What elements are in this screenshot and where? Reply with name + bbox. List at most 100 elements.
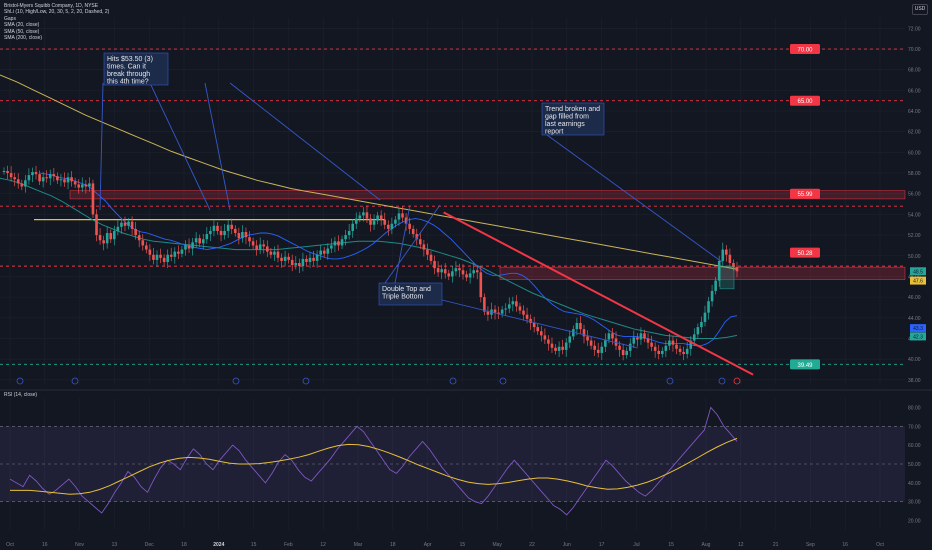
candle-body <box>518 306 522 311</box>
candle-body <box>290 259 294 266</box>
candle-body <box>664 345 668 351</box>
candle-body <box>287 256 290 260</box>
candle-body <box>607 333 611 340</box>
candle-body <box>233 228 237 234</box>
candle-body <box>27 175 31 181</box>
candle-body <box>298 263 301 267</box>
candle-body <box>280 257 283 261</box>
candles <box>2 165 739 361</box>
candle-body <box>497 312 500 314</box>
time-tick-label: Oct <box>876 542 884 548</box>
candle-body <box>255 245 258 250</box>
currency-button[interactable]: USD <box>912 4 928 15</box>
rsi-tick-label: 20.00 <box>908 519 921 525</box>
candle-body <box>95 214 98 236</box>
candle-body <box>621 349 625 356</box>
candle-body <box>515 301 518 307</box>
candle-body <box>725 249 728 255</box>
candle-body <box>653 346 657 351</box>
annotation-arrow <box>149 82 211 211</box>
candle-body <box>91 183 95 215</box>
event-marker <box>499 377 507 385</box>
price-tick-label: 60.00 <box>908 150 921 156</box>
axis-badge <box>910 267 926 276</box>
candle-body <box>636 337 639 340</box>
candle-body <box>678 348 682 352</box>
event-markers <box>16 377 741 385</box>
time-tick-label: 17 <box>599 542 605 548</box>
candle-body <box>646 338 650 343</box>
rsi-legend: RSI (14, close) <box>4 392 38 398</box>
candle-body <box>735 267 739 272</box>
candle-body <box>408 223 411 229</box>
candle-body <box>685 348 689 354</box>
rsi-tick-label: 30.00 <box>908 500 921 506</box>
time-tick-label: Nov <box>75 542 84 548</box>
legend-sma200: SMA (200, close) <box>4 35 43 42</box>
price-tick-label: 70.00 <box>908 47 921 53</box>
axis-badge-text: 47.6 <box>913 279 923 285</box>
candle-body <box>198 238 202 244</box>
candle-body <box>383 219 387 225</box>
candle-body <box>337 241 340 246</box>
candle-body <box>305 258 308 262</box>
candle-body <box>596 349 600 353</box>
candle-body <box>693 334 696 341</box>
candle-body <box>721 249 725 261</box>
sma50-line <box>0 177 738 339</box>
candle-body <box>209 230 212 235</box>
time-tick-label: 12 <box>738 542 744 548</box>
candle-body <box>696 327 700 335</box>
price-tick-label: 52.00 <box>908 233 921 239</box>
candle-body <box>401 213 404 218</box>
candle-body <box>169 254 173 257</box>
rsi-pane <box>0 406 905 516</box>
candle-body <box>543 335 547 340</box>
candle-body <box>13 177 16 180</box>
candle-body <box>88 183 91 187</box>
axis-badge-text: 42.3 <box>913 334 923 340</box>
candle-body <box>194 238 198 243</box>
candle-body <box>248 237 251 242</box>
gap-zone <box>499 266 906 280</box>
time-tick-label: 18 <box>181 542 187 548</box>
price-tick-label: 38.00 <box>908 378 921 384</box>
time-tick-label: 15 <box>460 542 466 548</box>
price-marker-chip <box>790 44 820 55</box>
candle-body <box>269 251 273 255</box>
legend-sma50: SMA (50, close) <box>4 28 40 35</box>
time-tick-label: Oct <box>6 542 14 548</box>
annotation-arrow <box>99 82 104 211</box>
candle-body <box>472 270 475 274</box>
candle-body <box>20 183 24 187</box>
price-tick-label: 68.00 <box>908 68 921 74</box>
candle-body <box>411 228 415 235</box>
candle-body <box>507 304 511 309</box>
candle-body <box>561 346 564 350</box>
axis-badge <box>910 332 926 341</box>
candle-body <box>347 230 351 236</box>
price-marker-text: 50.28 <box>797 251 813 257</box>
price-tick-label: 56.00 <box>908 192 921 198</box>
annotation-text: Double Top and Triple Bottom <box>382 286 431 301</box>
candle-body <box>294 263 298 266</box>
candle-body <box>2 171 6 173</box>
candle-body <box>6 171 9 174</box>
candle-body <box>557 346 561 351</box>
candle-body <box>184 245 187 250</box>
trendline <box>443 211 754 376</box>
candle-body <box>532 322 536 328</box>
candle-body <box>212 225 216 231</box>
candle-body <box>632 337 636 344</box>
candle-body <box>404 217 408 224</box>
candle-body <box>362 212 365 216</box>
candle-body <box>572 329 575 337</box>
candle-body <box>717 260 721 281</box>
candle-body <box>330 245 333 249</box>
candle-body <box>614 338 618 346</box>
event-marker <box>232 377 240 385</box>
candle-body <box>611 333 614 339</box>
candle-body <box>244 231 248 238</box>
candle-body <box>447 273 451 277</box>
